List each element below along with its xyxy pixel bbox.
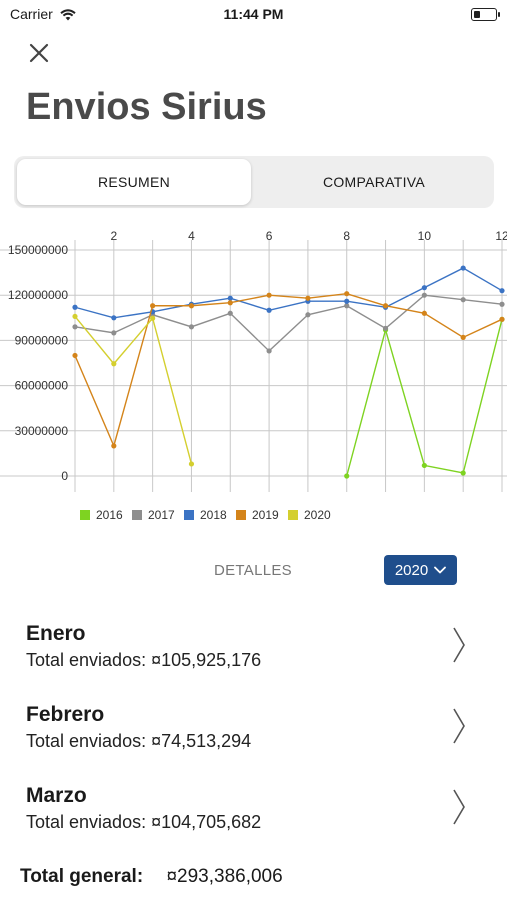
- legend-swatch-2017: [132, 510, 142, 520]
- data-point-2018: [460, 265, 466, 271]
- data-point-2019: [266, 292, 272, 298]
- legend-swatch-2020: [288, 510, 298, 520]
- data-point-2016: [421, 462, 427, 469]
- y-tick-label: 0: [61, 469, 68, 483]
- data-point-2017: [188, 324, 195, 330]
- data-point-2017: [111, 330, 117, 336]
- view-segmented-control: RESUMEN COMPARATIVA: [14, 156, 494, 208]
- data-point-2017: [305, 312, 311, 318]
- carrier-label: Carrier: [10, 6, 53, 22]
- chevron-right-icon: [453, 789, 465, 825]
- series-line-2020: [74, 315, 193, 465]
- legend-swatch-2018: [184, 510, 194, 520]
- x-tick-label: 6: [266, 229, 273, 243]
- month-name: Febrero: [26, 703, 105, 726]
- data-point-2016: [344, 473, 350, 479]
- month-name: Marzo: [26, 784, 87, 807]
- x-tick-label: 10: [418, 229, 432, 243]
- legend-swatch-2016: [80, 510, 90, 520]
- data-point-2018: [266, 307, 272, 313]
- data-point-2019: [460, 334, 466, 340]
- data-point-2019: [344, 291, 350, 297]
- legend-label-2017: 2017: [148, 508, 175, 522]
- month-total: Total enviados: ¤74,513,294: [26, 731, 252, 751]
- year-dropdown[interactable]: 2020: [384, 555, 457, 585]
- data-point-2017: [499, 301, 505, 307]
- battery-level: [474, 11, 480, 18]
- series-line-2019: [74, 292, 503, 448]
- legend-swatch-2019: [236, 510, 246, 520]
- x-tick-label: 12: [495, 229, 507, 243]
- month-item-enero[interactable]: Enero Total enviados: ¤105,925,176: [26, 622, 486, 686]
- close-button[interactable]: [26, 40, 52, 66]
- series-line-2018: [74, 267, 503, 319]
- data-point-2019: [499, 316, 505, 322]
- data-point-2017: [72, 324, 78, 330]
- chevron-down-icon: [434, 566, 447, 574]
- status-left: Carrier: [10, 6, 77, 22]
- y-tick-label: 150000000: [8, 243, 68, 257]
- month-item-marzo[interactable]: Marzo Total enviados: ¤104,705,682: [26, 784, 486, 848]
- data-point-2020: [72, 313, 78, 320]
- status-bar: Carrier 11:44 PM: [0, 0, 507, 30]
- tab-resumen[interactable]: RESUMEN: [17, 159, 251, 205]
- data-point-2017: [344, 303, 350, 309]
- data-point-2019: [72, 352, 78, 359]
- data-point-2019: [188, 303, 195, 309]
- chevron-right-icon: [453, 708, 465, 744]
- chart-container: 150000000 120000000 90000000 60000000 300000…: [0, 222, 507, 532]
- tab-comparativa[interactable]: COMPARATIVA: [322, 174, 426, 190]
- battery-icon: [471, 8, 500, 21]
- page-title: Envios Sirius: [26, 86, 267, 128]
- legend-label-2016: 2016: [96, 508, 123, 522]
- data-point-2018: [499, 288, 505, 294]
- data-point-2019: [227, 300, 233, 306]
- legend-label-2019: 2019: [252, 508, 279, 522]
- data-point-2018: [344, 298, 350, 304]
- y-tick-label: 90000000: [15, 333, 69, 347]
- line-chart: 150000000 120000000 90000000 60000000 300000…: [0, 229, 507, 522]
- data-point-2019: [305, 295, 311, 301]
- y-tick-label: 120000000: [8, 288, 68, 302]
- data-point-2020: [188, 461, 195, 467]
- grand-total-value: ¤293,386,006: [166, 866, 283, 887]
- month-name: Enero: [26, 622, 86, 645]
- month-total: Total enviados: ¤104,705,682: [26, 812, 262, 832]
- data-point-2017: [460, 297, 466, 303]
- data-point-2017: [227, 310, 233, 316]
- data-point-2017: [421, 292, 427, 298]
- close-icon: [29, 43, 49, 63]
- x-tick-label: 8: [343, 229, 350, 243]
- year-dropdown-value: 2020: [394, 561, 429, 579]
- data-point-2018: [227, 295, 233, 301]
- x-tick-label: 4: [188, 229, 195, 243]
- status-time: 11:44 PM: [223, 6, 284, 22]
- data-point-2017: [382, 325, 389, 331]
- legend-label-2020: 2020: [304, 508, 331, 522]
- month-total: Total enviados: ¤105,925,176: [26, 650, 262, 670]
- legend-label-2018: 2018: [200, 508, 227, 522]
- data-point-2016: [460, 470, 466, 476]
- details-label: DETALLES: [214, 562, 292, 579]
- grand-total: Total general: ¤293,386,006: [20, 866, 283, 888]
- x-tick-label: 2: [110, 229, 117, 243]
- y-tick-label: 60000000: [15, 379, 69, 393]
- data-point-2018: [111, 315, 117, 321]
- data-point-2020: [150, 315, 156, 321]
- chevron-right-icon: [453, 627, 465, 663]
- month-item-febrero[interactable]: Febrero Total enviados: ¤74,513,294: [26, 703, 486, 767]
- data-point-2019: [111, 443, 117, 449]
- y-tick-label: 30000000: [15, 424, 69, 438]
- data-point-2018: [421, 285, 427, 291]
- data-point-2017: [266, 348, 272, 354]
- data-point-2019: [421, 310, 427, 316]
- data-point-2019: [150, 303, 156, 309]
- grand-total-label: Total general:: [20, 866, 144, 887]
- wifi-icon: [60, 8, 76, 20]
- data-point-2020: [111, 361, 117, 367]
- data-point-2018: [72, 304, 78, 310]
- data-point-2019: [382, 303, 389, 309]
- series-line-2017: [74, 294, 503, 352]
